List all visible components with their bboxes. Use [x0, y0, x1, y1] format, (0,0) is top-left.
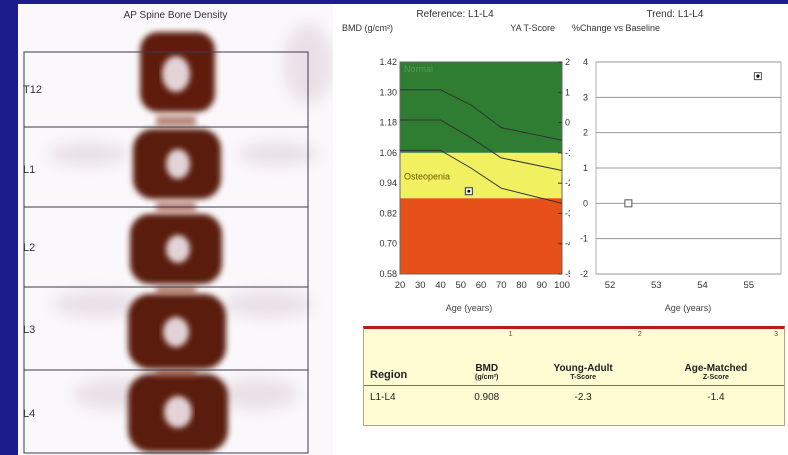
ref-y2-tick-label: -1 — [565, 148, 570, 158]
ref-x-tick-label: 40 — [435, 280, 446, 291]
reference-curve-3 — [400, 149, 563, 204]
header-bmd: 1 BMD (g/cm²) — [455, 329, 519, 386]
trend-point-dot — [756, 74, 760, 78]
cell-bmd: 0.908 — [474, 392, 500, 403]
ref-x-tick-label: 20 — [395, 280, 406, 291]
ref-x-tick-label: 90 — [536, 280, 547, 291]
vertebra-label-l4: L4 — [23, 408, 36, 420]
trend-y-tick-label: -2 — [580, 269, 588, 279]
ref-y-tick-label: 0.94 — [379, 178, 397, 188]
scan-title: AP Spine Bone Density — [123, 10, 228, 21]
table-row: L1-L4 0.908 -2.3 -1.4 — [364, 386, 784, 410]
cell-z-score: -1.4 — [707, 392, 725, 403]
header-t-score: T-Score — [570, 374, 596, 381]
ref-x-tick-label: 30 — [415, 280, 426, 291]
trend-x-tick-label: 55 — [743, 280, 754, 291]
vertebra-label-l2: L2 — [23, 242, 36, 254]
zone-label-normal: Normal — [404, 64, 433, 74]
trend-x-tick-label: 53 — [651, 280, 662, 291]
ref-x-axis-label: Age (years) — [446, 303, 493, 313]
reference-curve-1 — [400, 89, 563, 141]
ref-y2-tick-label: -4 — [565, 239, 570, 249]
ref-y2-tick-label: -3 — [565, 208, 570, 218]
ref-y2-tick-label: -2 — [565, 178, 570, 188]
ref-x-tick-label: 80 — [516, 280, 527, 291]
ref-y-tick-label: 0.58 — [379, 269, 397, 279]
ref-x-tick-label: 50 — [455, 280, 466, 291]
reference-chart: Reference: L1-L4 BMD (g/cm²) YA T-Score … — [342, 9, 570, 313]
trend-y-tick-label: 2 — [583, 128, 588, 138]
header-young-adult: 2 Young-Adult T-Score — [518, 329, 647, 386]
ref-chart-title: Reference: L1-L4 — [416, 9, 494, 20]
ref-x-tick-label: 100 — [554, 280, 570, 291]
zone-label-osteopenia: Osteopenia — [404, 171, 450, 181]
trend-point-1 — [624, 199, 633, 208]
ref-y2-tick-label: 1 — [565, 87, 570, 97]
ref-y2-axis-label: YA T-Score — [510, 23, 555, 33]
zone-osteoporosis — [400, 198, 562, 274]
densitometry-report: AP Spine Bone Density T12 L1 L2 L3 L4 Re… — [18, 4, 788, 455]
ref-x-tick-label: 70 — [496, 280, 507, 291]
ref-y-tick-label: 1.18 — [379, 118, 397, 128]
cell-t-score: -2.3 — [574, 392, 592, 403]
trend-x-tick-label: 52 — [605, 280, 616, 291]
trend-y-axis-label: %Change vs Baseline — [572, 23, 660, 33]
footnote-3: 3 — [774, 331, 778, 338]
ref-y-tick-label: 1.30 — [379, 87, 397, 97]
ref-y2-tick-label: 2 — [565, 57, 570, 67]
vertebra-label-t12: T12 — [23, 84, 42, 96]
trend-chart-title: Trend: L1-L4 — [647, 9, 704, 20]
trend-chart: Trend: L1-L4 %Change vs Baseline -2 -1 0 1 2… — [572, 9, 782, 313]
spine-scan-panel: AP Spine Bone Density T12 L1 L2 L3 L4 — [18, 4, 333, 455]
ref-x-tick-label: 60 — [476, 280, 487, 291]
results-table: Region 1 BMD (g/cm²) 2 Young-Adult T-Sco… — [363, 326, 785, 426]
spine-scan-image — [18, 4, 333, 455]
zone-osteopenia — [400, 152, 562, 199]
ref-y2-tick-label: -5 — [565, 269, 570, 279]
trend-y-tick-label: 4 — [583, 57, 588, 67]
ref-y-tick-label: 1.42 — [379, 57, 397, 67]
trend-y-tick-label: 3 — [583, 92, 588, 102]
ref-y-tick-label: 1.06 — [379, 148, 397, 158]
ref-y-tick-label: 0.70 — [379, 239, 397, 249]
trend-y-tick-label: -1 — [580, 234, 588, 244]
trend-x-tick-label: 54 — [697, 280, 708, 291]
cell-region: L1-L4 — [370, 392, 396, 403]
header-region: Region — [370, 369, 408, 381]
footnote-2: 2 — [637, 331, 642, 338]
ref-y-axis-label: BMD (g/cm²) — [342, 23, 393, 33]
vertebra-label-l1: L1 — [23, 164, 36, 176]
footnote-1: 1 — [508, 331, 513, 338]
reference-curve-2 — [400, 119, 563, 172]
header-bmd-unit: (g/cm²) — [475, 374, 499, 381]
trend-y-tick-label: 0 — [583, 198, 588, 208]
header-age-matched: 3 Age-Matched Z-Score — [648, 329, 784, 386]
zone-normal — [400, 62, 562, 153]
vertebra-label-l3: L3 — [23, 324, 36, 336]
ref-y-tick-label: 0.82 — [379, 208, 397, 218]
trend-x-axis-label: Age (years) — [665, 303, 712, 313]
ref-y2-tick-label: 0 — [565, 118, 570, 128]
trend-y-tick-label: 1 — [583, 163, 588, 173]
ref-plot-frame — [399, 61, 563, 275]
patient-bmd-dot — [467, 189, 471, 193]
header-z-score: Z-Score — [702, 374, 729, 381]
